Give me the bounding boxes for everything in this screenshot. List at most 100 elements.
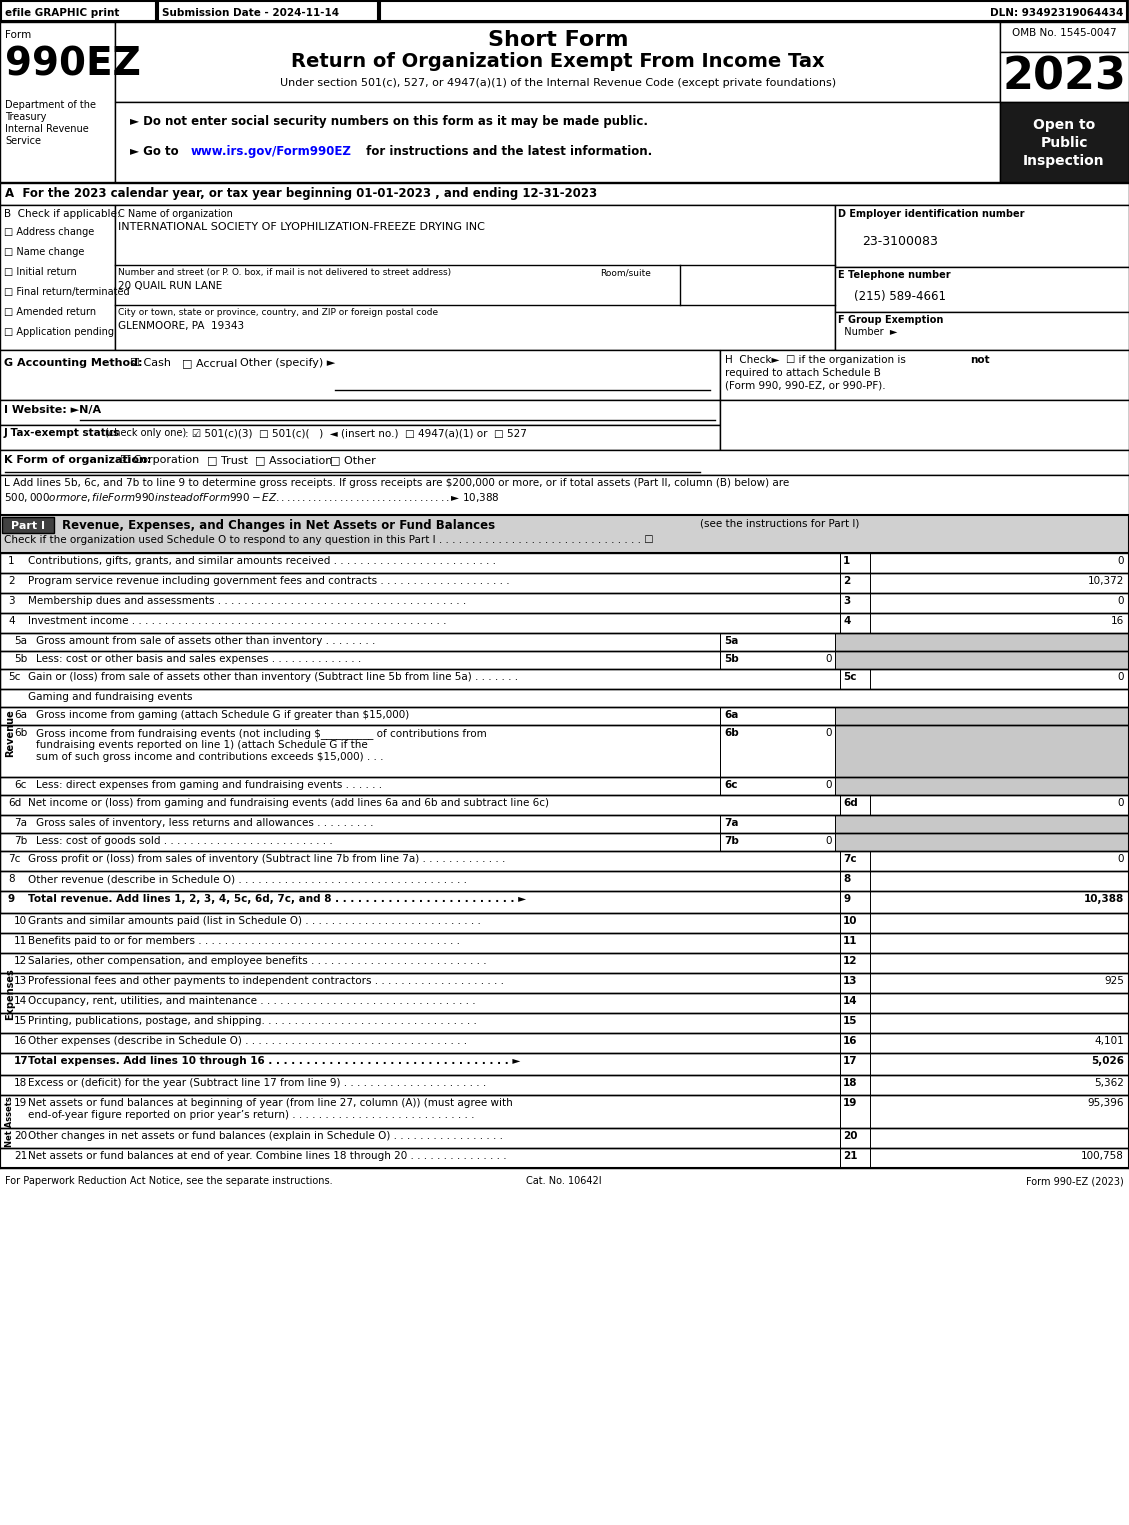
Text: 6d: 6d [843, 798, 858, 808]
Bar [835, 833, 1129, 851]
Text: (Form 990, 990-EZ, or 990-PF).: (Form 990, 990-EZ, or 990-PF). [725, 381, 885, 390]
Bar [0, 1095, 1129, 1128]
Text: Gross income from gaming (attach Schedule G if greater than $15,000): Gross income from gaming (attach Schedul… [36, 711, 409, 720]
Text: 0: 0 [1118, 557, 1124, 566]
Bar [0, 204, 115, 351]
Text: 7c: 7c [843, 854, 857, 865]
Text: Benefits paid to or for members . . . . . . . . . . . . . . . . . . . . . . . . : Benefits paid to or for members . . . . … [28, 936, 460, 946]
Text: 14: 14 [14, 996, 27, 1006]
Text: □ Name change: □ Name change [5, 247, 85, 258]
Text: Service: Service [5, 136, 41, 146]
Text: www.irs.gov/Form990EZ: www.irs.gov/Form990EZ [191, 145, 352, 159]
Bar [115, 102, 1000, 181]
Bar [0, 669, 1129, 689]
Text: 0: 0 [1118, 596, 1124, 605]
Text: Under section 501(c), 527, or 4947(a)(1) of the Internal Revenue Code (except pr: Under section 501(c), 527, or 4947(a)(1)… [280, 78, 837, 88]
Text: ☑ Cash: ☑ Cash [130, 358, 170, 368]
Bar [835, 778, 1129, 795]
Bar [0, 515, 1129, 554]
Bar [0, 851, 1129, 871]
Text: Treasury: Treasury [5, 111, 46, 122]
Text: I Website: ►N/A: I Website: ►N/A [5, 406, 102, 415]
Bar [0, 814, 1129, 833]
Text: 0: 0 [1118, 673, 1124, 682]
Text: 16: 16 [843, 1035, 858, 1046]
Text: 13: 13 [843, 976, 858, 987]
Text: 0: 0 [825, 836, 832, 846]
Text: 6a: 6a [724, 711, 738, 720]
Bar [835, 633, 1129, 651]
Text: Less: direct expenses from gaming and fundraising events . . . . . .: Less: direct expenses from gaming and fu… [36, 779, 382, 790]
Bar [0, 795, 1129, 814]
Bar [840, 1075, 870, 1095]
Bar [0, 1013, 1129, 1032]
Bar [0, 651, 1129, 669]
Text: (check only one): (check only one) [105, 429, 186, 438]
Text: for instructions and the latest information.: for instructions and the latest informat… [362, 145, 653, 159]
Bar [720, 633, 835, 651]
Text: 1: 1 [843, 557, 850, 566]
Bar [840, 1148, 870, 1168]
Text: Salaries, other compensation, and employee benefits . . . . . . . . . . . . . . : Salaries, other compensation, and employ… [28, 956, 487, 965]
Text: Occupancy, rent, utilities, and maintenance . . . . . . . . . . . . . . . . . . : Occupancy, rent, utilities, and maintena… [28, 996, 475, 1006]
Text: H  Check►  ☐ if the organization is: H Check► ☐ if the organization is [725, 355, 909, 364]
Bar [0, 724, 1129, 778]
Text: 11: 11 [14, 936, 27, 946]
Text: 20: 20 [14, 1132, 27, 1141]
Bar [840, 1095, 870, 1128]
Text: B  Check if applicable:: B Check if applicable: [5, 209, 121, 220]
Bar [0, 933, 1129, 953]
Bar [0, 613, 1129, 633]
Bar [835, 708, 1129, 724]
Bar [840, 851, 870, 871]
Bar [0, 891, 1129, 913]
Bar [835, 814, 1129, 833]
Text: Open to: Open to [1033, 117, 1095, 133]
Bar [0, 953, 1129, 973]
Bar [840, 1128, 870, 1148]
Text: □ Final return/terminated: □ Final return/terminated [5, 287, 130, 297]
Text: 5a: 5a [14, 636, 27, 647]
Text: 6c: 6c [14, 779, 26, 790]
Text: 18: 18 [14, 1078, 27, 1087]
Text: 16: 16 [1111, 616, 1124, 625]
Text: 5c: 5c [843, 673, 857, 682]
Bar [0, 593, 1129, 613]
Text: L Add lines 5b, 6c, and 7b to line 9 to determine gross receipts. If gross recei: L Add lines 5b, 6c, and 7b to line 9 to … [5, 477, 789, 488]
Text: : ☑ 501(c)(3)  □ 501(c)(   )  ◄ (insert no.)  □ 4947(a)(1) or  □ 527: : ☑ 501(c)(3) □ 501(c)( ) ◄ (insert no.)… [185, 429, 527, 438]
Bar [840, 871, 870, 891]
Text: Gross amount from sale of assets other than inventory . . . . . . . .: Gross amount from sale of assets other t… [36, 636, 375, 647]
Text: Cat. No. 10642I: Cat. No. 10642I [526, 1176, 602, 1186]
Text: Revenue, Expenses, and Changes in Net Assets or Fund Balances: Revenue, Expenses, and Changes in Net As… [62, 518, 496, 532]
Text: E Telephone number: E Telephone number [838, 270, 951, 281]
Text: Check if the organization used Schedule O to respond to any question in this Par: Check if the organization used Schedule … [5, 535, 654, 544]
Text: 12: 12 [14, 956, 27, 965]
Text: K Form of organization:: K Form of organization: [5, 454, 151, 465]
Bar [720, 724, 835, 778]
Text: (215) 589-4661: (215) 589-4661 [854, 290, 946, 303]
Bar [720, 400, 1129, 450]
Text: 0: 0 [1118, 854, 1124, 865]
Text: Room/suite: Room/suite [599, 268, 651, 278]
Text: sum of such gross income and contributions exceeds $15,000) . . .: sum of such gross income and contributio… [36, 752, 384, 762]
Text: Net income or (loss) from gaming and fundraising events (add lines 6a and 6b and: Net income or (loss) from gaming and fun… [28, 798, 549, 808]
Text: Form 990-EZ (2023): Form 990-EZ (2023) [1026, 1176, 1124, 1186]
Text: A  For the 2023 calendar year, or tax year beginning 01-01-2023 , and ending 12-: A For the 2023 calendar year, or tax yea… [5, 188, 597, 200]
Text: 21: 21 [14, 1151, 27, 1161]
Text: Department of the: Department of the [5, 101, 96, 110]
Text: 6b: 6b [724, 727, 738, 738]
Text: 4,101: 4,101 [1094, 1035, 1124, 1046]
Text: 0: 0 [825, 727, 832, 738]
Text: Short Form: Short Form [488, 30, 628, 50]
Bar [0, 1032, 1129, 1052]
Text: G Accounting Method:: G Accounting Method: [5, 358, 142, 368]
Text: 7b: 7b [724, 836, 738, 846]
Text: GLENMOORE, PA  19343: GLENMOORE, PA 19343 [119, 320, 244, 331]
Bar [835, 833, 1129, 851]
Text: 6d: 6d [8, 798, 21, 808]
Text: 20: 20 [843, 1132, 858, 1141]
Bar [840, 573, 870, 593]
Text: Internal Revenue: Internal Revenue [5, 124, 89, 134]
Bar [115, 21, 1000, 102]
Bar [720, 708, 835, 724]
